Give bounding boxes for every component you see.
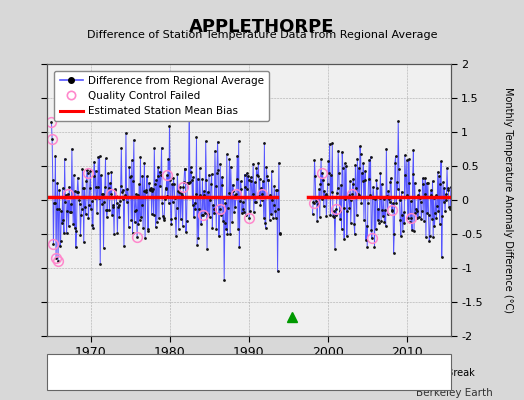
Legend: Difference from Regional Average, Quality Control Failed, Estimated Station Mean: Difference from Regional Average, Qualit… (54, 70, 269, 122)
Text: Time of Obs. Change: Time of Obs. Change (275, 368, 377, 378)
Y-axis label: Monthly Temperature Anomaly Difference (°C): Monthly Temperature Anomaly Difference (… (503, 87, 513, 313)
Text: Record Gap: Record Gap (168, 368, 224, 378)
Text: Station Move: Station Move (68, 368, 132, 378)
Text: APPLETHORPE: APPLETHORPE (189, 18, 335, 36)
Text: Empirical Break: Empirical Break (398, 368, 475, 378)
Text: Difference of Station Temperature Data from Regional Average: Difference of Station Temperature Data f… (87, 30, 437, 40)
Text: Berkeley Earth: Berkeley Earth (416, 388, 493, 398)
